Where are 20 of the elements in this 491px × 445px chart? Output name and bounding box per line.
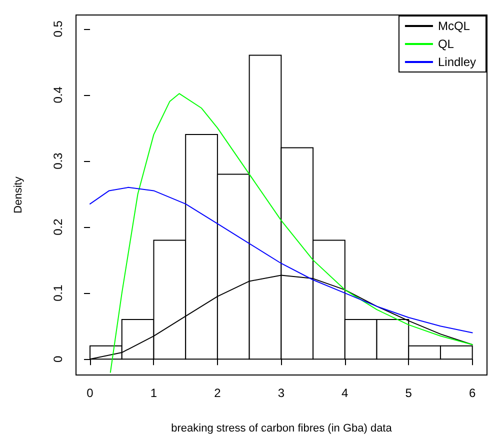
x-tick-label: 5 xyxy=(405,386,412,400)
y-tick-label: 0.5 xyxy=(51,20,65,38)
y-tick-label: 0.4 xyxy=(51,86,65,104)
legend-label: Lindley xyxy=(438,55,476,69)
x-tick-label: 1 xyxy=(150,386,158,400)
x-tick-label: 4 xyxy=(342,386,349,400)
x-axis-title: breaking stress of carbon fibres (in Gba) data xyxy=(171,422,393,434)
line-series xyxy=(110,93,473,373)
y-axis-title: Density xyxy=(12,176,24,214)
legend-label: QL xyxy=(438,37,454,51)
x-tick-label: 0 xyxy=(86,386,94,400)
y-tick-label: 0.2 xyxy=(51,218,65,236)
line-series xyxy=(90,186,473,334)
legend-label: McQL xyxy=(438,19,470,33)
x-tick-label: 2 xyxy=(214,386,222,400)
y-tick-label: 0.1 xyxy=(51,284,65,302)
x-tick-label: 3 xyxy=(278,386,285,400)
y-tick-label: 0.3 xyxy=(51,152,65,170)
y-tick-label: 0 xyxy=(51,355,65,362)
x-tick-label: 6 xyxy=(469,386,476,400)
